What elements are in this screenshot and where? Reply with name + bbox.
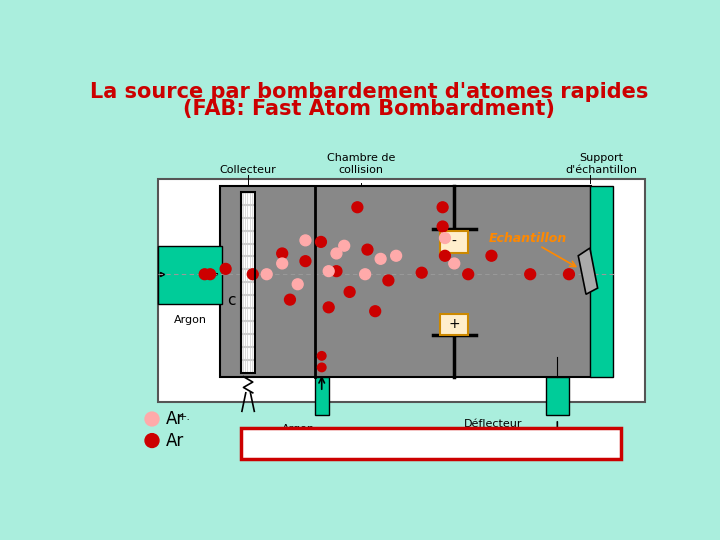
Circle shape	[300, 235, 311, 246]
Text: (lent): (lent)	[495, 442, 523, 452]
Text: (rapide): (rapide)	[549, 442, 590, 452]
Circle shape	[352, 202, 363, 213]
Circle shape	[145, 412, 159, 426]
Text: +.: +.	[486, 434, 498, 444]
Circle shape	[199, 269, 210, 280]
Bar	[241, 428, 621, 459]
Bar	[441, 231, 468, 253]
Circle shape	[360, 269, 371, 280]
Circle shape	[248, 269, 258, 280]
Text: (rapide): (rapide)	[276, 442, 318, 452]
Circle shape	[220, 264, 231, 274]
Text: Argon: Argon	[282, 424, 315, 434]
Circle shape	[383, 275, 394, 286]
Circle shape	[463, 269, 474, 280]
Circle shape	[437, 221, 448, 232]
Text: (lent): (lent)	[344, 442, 372, 452]
Circle shape	[284, 294, 295, 305]
Text: Ar: Ar	[166, 410, 184, 428]
Circle shape	[331, 266, 342, 276]
Text: Support
d'échantillon: Support d'échantillon	[565, 152, 637, 175]
Text: Déflecteur
d'ions résiduels: Déflecteur d'ions résiduels	[450, 419, 536, 441]
Circle shape	[292, 279, 303, 289]
Circle shape	[339, 240, 350, 251]
Bar	[241, 192, 255, 373]
Circle shape	[276, 248, 287, 259]
Bar	[220, 186, 590, 377]
Text: -: -	[452, 235, 456, 249]
Circle shape	[564, 269, 575, 280]
Circle shape	[204, 269, 215, 280]
Circle shape	[416, 267, 427, 278]
Text: Analyseur: Analyseur	[549, 437, 605, 447]
Circle shape	[391, 251, 402, 261]
Circle shape	[331, 248, 342, 259]
Circle shape	[439, 251, 451, 261]
Text: La source par bombardement d'atomes rapides: La source par bombardement d'atomes rapi…	[90, 82, 648, 102]
Circle shape	[362, 244, 373, 255]
Circle shape	[145, 434, 159, 448]
Text: Ar: Ar	[166, 431, 184, 450]
Text: +: +	[449, 318, 460, 332]
Text: Chambre de
collision: Chambre de collision	[327, 152, 395, 175]
Circle shape	[486, 251, 497, 261]
Bar	[241, 192, 255, 373]
Circle shape	[439, 233, 451, 244]
Circle shape	[370, 306, 381, 316]
Text: Argon: Argon	[174, 315, 207, 325]
Text: +.: +.	[178, 411, 191, 422]
Circle shape	[318, 352, 326, 360]
Polygon shape	[578, 248, 598, 294]
Circle shape	[437, 202, 448, 213]
Text: + Ar: + Ar	[322, 434, 356, 449]
Bar	[546, 377, 569, 415]
Text: +.: +.	[267, 434, 279, 444]
Circle shape	[375, 253, 386, 264]
Bar	[158, 179, 645, 402]
Circle shape	[315, 237, 326, 247]
Bar	[441, 314, 468, 335]
Circle shape	[300, 256, 311, 267]
Circle shape	[449, 258, 459, 269]
Text: + Ar: + Ar	[526, 434, 561, 449]
Text: Collecteur: Collecteur	[220, 165, 276, 175]
Bar	[590, 186, 613, 377]
Circle shape	[323, 266, 334, 276]
Text: c: c	[228, 293, 236, 308]
Bar	[158, 246, 222, 303]
Text: Ar: Ar	[474, 434, 490, 449]
Text: Echantillon: Echantillon	[489, 232, 567, 245]
Circle shape	[525, 269, 536, 280]
Text: Ar: Ar	[255, 434, 272, 449]
Bar	[315, 377, 329, 415]
Circle shape	[318, 363, 326, 372]
Text: (FAB: Fast Atom Bombardment): (FAB: Fast Atom Bombardment)	[183, 99, 555, 119]
Circle shape	[344, 287, 355, 298]
Circle shape	[261, 269, 272, 280]
Circle shape	[323, 302, 334, 313]
Circle shape	[276, 258, 287, 269]
